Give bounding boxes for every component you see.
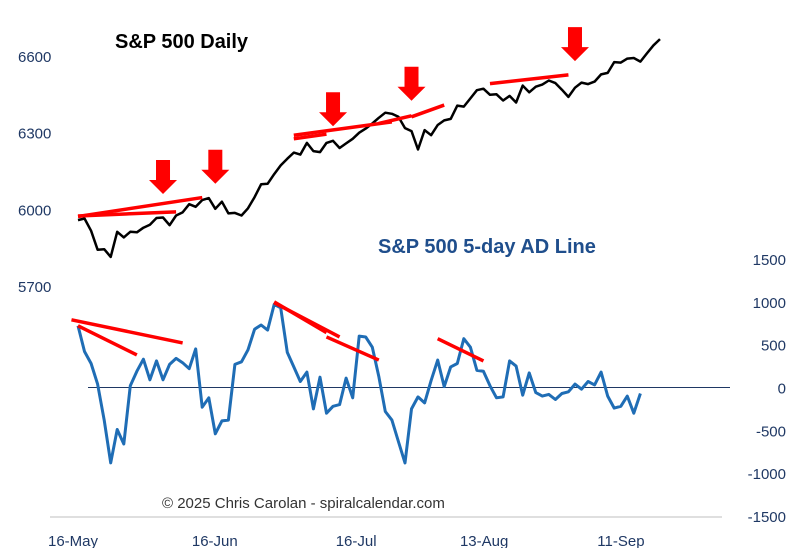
sp500-trend-line bbox=[293, 120, 393, 137]
copyright-credit: © 2025 Chris Carolan - spiralcalendar.co… bbox=[162, 495, 445, 512]
sp500-trend-line bbox=[293, 132, 327, 141]
sp500-trend-line bbox=[77, 195, 203, 219]
ad-trend-line bbox=[71, 318, 183, 345]
left-y-tick-label: 6300 bbox=[18, 126, 51, 143]
x-tick-label: 13-Aug bbox=[460, 533, 508, 548]
down-arrow-marker bbox=[397, 66, 426, 101]
left-y-tick-label: 5700 bbox=[18, 279, 51, 296]
x-tick-label: 16-Jul bbox=[336, 533, 377, 548]
down-arrow-marker bbox=[149, 160, 178, 194]
sp500-trend-line bbox=[410, 103, 445, 119]
right-y-tick-label: -1500 bbox=[748, 509, 786, 526]
ad-trend-line bbox=[436, 337, 485, 363]
right-y-tick-label: 1500 bbox=[753, 252, 786, 269]
left-y-tick-label: 6600 bbox=[18, 49, 51, 66]
ad-line-panel bbox=[76, 302, 642, 465]
sp500-panel bbox=[77, 38, 661, 259]
sp500-trend-line bbox=[378, 114, 412, 126]
ad-line-title: S&P 500 5-day AD Line bbox=[378, 236, 596, 258]
x-tick-label: 16-May bbox=[48, 533, 99, 548]
ad-trend-line bbox=[273, 300, 328, 335]
down-arrow-marker bbox=[319, 92, 348, 127]
right-y-tick-label: -1000 bbox=[748, 466, 786, 483]
x-tick-label: 11-Sep bbox=[597, 533, 644, 548]
sp500-series bbox=[77, 38, 661, 259]
ad-trend-line bbox=[325, 335, 380, 362]
right-y-tick-label: 0 bbox=[778, 381, 786, 398]
right-y-tick-label: 1000 bbox=[753, 295, 786, 312]
x-tick-label: 16-Jun bbox=[192, 533, 238, 548]
sp500-trend-line bbox=[489, 73, 569, 86]
tick-labels: 6600 6300 6000 5700 1500 1000 500 0 -500 -1000 -15… bbox=[18, 49, 786, 548]
ad-trend-line bbox=[77, 324, 138, 357]
ad-line-series bbox=[76, 302, 642, 465]
annotation-layer bbox=[71, 27, 589, 363]
left-y-tick-label: 6000 bbox=[18, 202, 51, 219]
sp500-title: S&P 500 Daily bbox=[115, 31, 249, 53]
right-y-tick-label: 500 bbox=[761, 338, 786, 355]
right-y-tick-label: -500 bbox=[756, 423, 786, 440]
frame-layer bbox=[50, 387, 730, 518]
down-arrow-marker bbox=[560, 27, 589, 62]
down-arrow-marker bbox=[201, 149, 230, 184]
